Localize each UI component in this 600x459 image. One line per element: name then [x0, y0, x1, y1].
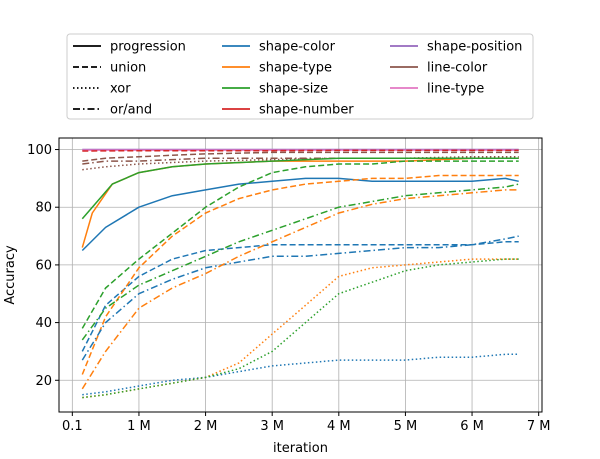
series-line-line-color-dashed — [82, 151, 519, 162]
series-line-shape-size-dotted — [82, 258, 519, 399]
series-layer — [81, 148, 519, 399]
x-tick-label: 0.1 — [62, 419, 83, 434]
axis-ticks: 0.1 1 M 2 M 3 M 4 M 5 M 6 M 7 M 20 40 60 80 100 — [27, 143, 550, 434]
legend-label-line-color: line-color — [427, 61, 488, 76]
x-tick-label: 7 M — [527, 419, 551, 434]
legend-frame — [66, 33, 534, 120]
series-line-shape-type-dashed — [81, 174, 519, 375]
y-axis-label: Accuracy — [3, 245, 18, 305]
legend-label-line-type: line-type — [427, 82, 484, 97]
series-line-shape-size-solid — [81, 157, 519, 220]
legend-label-union: union — [110, 61, 146, 76]
y-tick-label: 40 — [35, 316, 52, 331]
series-line-shape-type-dashdot — [81, 189, 519, 390]
legend-label-progression: progression — [110, 40, 186, 55]
legend-label-shape-color: shape-color — [259, 40, 336, 55]
series-line-shape-color-solid — [81, 177, 519, 252]
x-tick-label: 4 M — [327, 419, 351, 434]
legend-label-or/and: or/and — [110, 103, 152, 118]
y-tick-label: 80 — [35, 201, 52, 216]
legend-label-shape-type: shape-type — [259, 61, 332, 76]
plot-frame — [58, 137, 543, 413]
legend-label-shape-size: shape-size — [259, 82, 328, 97]
series-line-shape-size-dashdot — [81, 183, 519, 341]
x-tick-label: 2 M — [194, 419, 218, 434]
y-tick-label: 100 — [27, 143, 52, 158]
series-line-shape-color-dotted — [82, 353, 519, 396]
series-line-shape-type-dotted — [82, 258, 519, 399]
grid-lines — [59, 138, 542, 412]
series-line-line-color-dashdot — [82, 157, 519, 165]
x-tick-label: 6 M — [460, 419, 484, 434]
legend-label-shape-position: shape-position — [427, 40, 522, 55]
series-line-shape-number-dashed — [82, 149, 519, 152]
x-tick-label: 3 M — [260, 419, 284, 434]
series-line-shape-color-dashdot — [81, 235, 519, 361]
plot-area: 0.1 1 M 2 M 3 M 4 M 5 M 6 M 7 M 20 40 60 80 100 — [27, 137, 550, 434]
x-axis-label: iteration — [273, 441, 328, 456]
y-tick-label: 60 — [35, 258, 52, 273]
y-tick-label: 20 — [35, 374, 52, 389]
legend: progression union xor or/and shape-color shap… — [66, 33, 534, 120]
x-tick-label: 1 M — [127, 419, 151, 434]
legend-label-shape-number: shape-number — [259, 103, 354, 118]
series-line-shape-color-dashed — [81, 241, 519, 352]
x-tick-label: 5 M — [394, 419, 418, 434]
legend-label-xor: xor — [110, 82, 131, 97]
series-line-shape-size-dashed — [81, 160, 519, 329]
